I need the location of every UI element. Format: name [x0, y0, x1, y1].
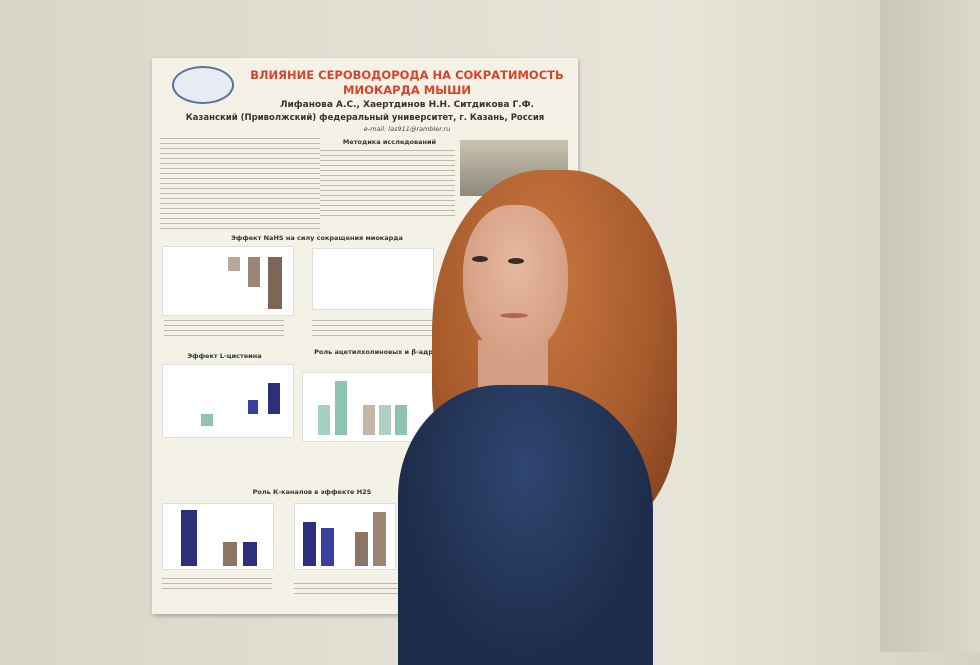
section-nahs-heading: Эффект NaHS на силу сокращения миокарда: [231, 234, 403, 242]
caption-4: [294, 583, 404, 595]
methods-heading: Методика исследований: [342, 138, 437, 146]
poster-affiliation: Казанский (Приволжский) федеральный унив…: [185, 113, 545, 123]
poster-title: ВЛИЯНИЕ СЕРОВОДОРОДА НА СОКРАТИМОСТЬ МИО…: [237, 68, 577, 98]
k-channels-bar-chart-2: [294, 503, 396, 570]
caption-1: [164, 320, 284, 340]
poster-email: e-mail: las911@rambler.ru: [363, 125, 451, 133]
scientific-poster: ВЛИЯНИЕ СЕРОВОДОРОДА НА СОКРАТИМОСТЬ МИО…: [152, 58, 578, 614]
person-blue-sweater: [398, 385, 653, 665]
caption-3: [162, 578, 272, 592]
section-cysteine-heading: Эффект L-цистеина: [187, 352, 262, 360]
title-line-1: ВЛИЯНИЕ СЕРОВОДОРОДА НА СОКРАТИМОСТЬ: [250, 68, 564, 82]
person-mouth: [500, 313, 528, 318]
university-logo: [172, 66, 234, 104]
k-channels-bar-chart-1: [162, 503, 274, 570]
section-k-channels-heading: Роль К-каналов в эффекте H2S: [252, 488, 372, 496]
section-receptors-heading: Роль ацетилхолиновых и β-адренорецепторо…: [314, 348, 550, 356]
person-eye-right: [508, 258, 524, 264]
poster-authors: Лифанова А.С., Хаертдинов Н.Н. Ситдикова…: [279, 100, 535, 110]
nahs-bar-chart: [162, 246, 294, 316]
title-line-2: МИОКАРДА МЫШИ: [343, 83, 471, 97]
caption-2: [312, 320, 432, 340]
nahs-trace-chart: [312, 248, 434, 310]
methods-text: [320, 150, 455, 218]
person-eye-left: [472, 256, 488, 262]
cysteine-bar-chart: [162, 364, 294, 438]
wall: [880, 0, 980, 652]
person-face: [463, 205, 568, 355]
intro-text: [160, 138, 320, 230]
